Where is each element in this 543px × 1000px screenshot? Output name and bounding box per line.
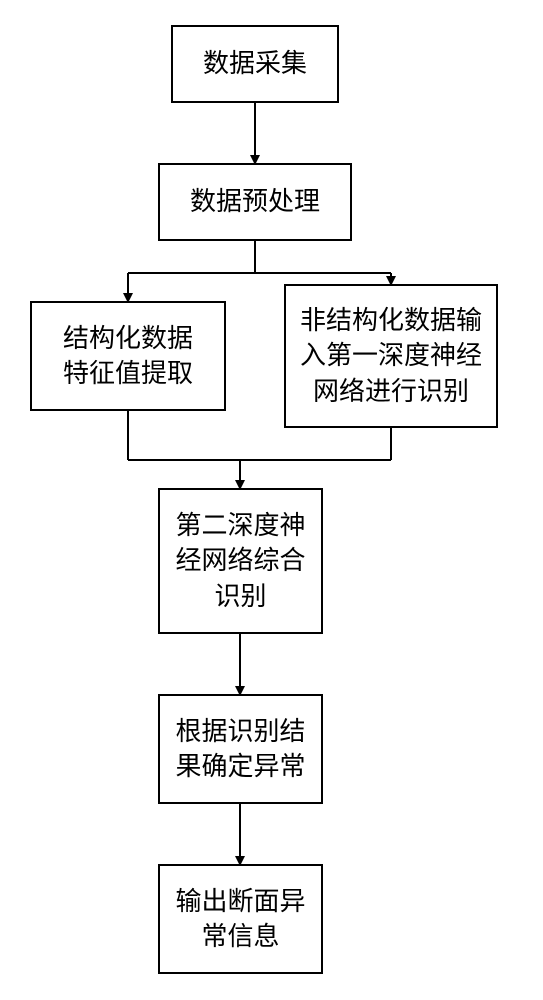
flow-node-n5: 第二深度神 经网络综合 识别 xyxy=(158,488,323,634)
flow-node-label: 非结构化数据输 入第一深度神经 网络进行识别 xyxy=(300,303,482,408)
flow-node-label: 第二深度神 经网络综合 识别 xyxy=(175,508,305,613)
flow-node-label: 根据识别结 果确定异常 xyxy=(175,714,305,784)
flow-node-n1: 数据采集 xyxy=(171,25,339,103)
flow-node-n4: 非结构化数据输 入第一深度神经 网络进行识别 xyxy=(284,284,498,428)
flow-node-n6: 根据识别结 果确定异常 xyxy=(158,694,323,804)
flow-node-n7: 输出断面异 常信息 xyxy=(158,864,323,974)
flow-node-n3: 结构化数据 特征值提取 xyxy=(30,301,226,411)
flow-node-n2: 数据预处理 xyxy=(158,163,352,241)
flow-node-label: 数据预处理 xyxy=(190,184,320,219)
flow-node-label: 输出断面异 常信息 xyxy=(175,884,305,954)
flow-node-label: 数据采集 xyxy=(203,46,307,81)
flowchart-canvas: 数据采集数据预处理结构化数据 特征值提取 非结构化数据输 入第一深度神经 网络进行… xyxy=(0,0,543,1000)
flow-node-label: 结构化数据 特征值提取 xyxy=(63,321,193,391)
